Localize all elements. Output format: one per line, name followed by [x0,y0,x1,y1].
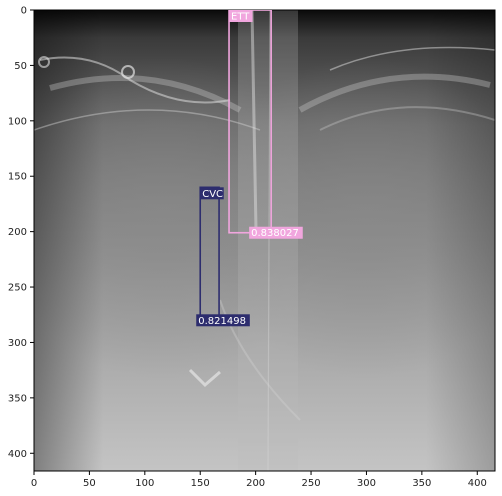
x-tick-label: 200 [246,478,265,489]
x-axis: 0 50 100 150 200 250 300 350 400 [31,471,487,489]
detection-label-bg [229,10,253,22]
x-tick-label: 400 [468,478,487,489]
x-tick-label: 100 [135,478,154,489]
y-tick-label: 50 [14,61,27,72]
x-tick-label: 300 [357,478,376,489]
detection-label-bg [200,187,224,200]
x-tick-label: 250 [301,478,320,489]
detection-score-bg [196,314,250,327]
x-tick-label: 50 [83,478,96,489]
detection-labels: ETT 0.838027 CVC 0.821498 [196,10,303,327]
y-tick-label: 400 [8,449,27,460]
y-tick-label: 250 [8,283,27,294]
detection-label-ett: ETT [231,12,250,23]
x-tick-label: 350 [412,478,431,489]
y-tick-label: 200 [8,227,27,238]
detection-score-ett: 0.838027 [251,228,299,239]
detection-label-cvc: CVC [202,189,223,200]
xray-image [34,10,495,471]
detection-score-cvc: 0.821498 [198,316,246,327]
y-tick-label: 350 [8,393,27,404]
y-tick-label: 300 [8,338,27,349]
y-axis: 0 50 100 150 200 250 300 350 400 [8,6,34,460]
x-tick-label: 0 [31,478,37,489]
y-tick-label: 0 [21,6,27,17]
y-tick-label: 100 [8,116,27,127]
detection-score-bg [249,226,303,239]
y-tick-label: 150 [8,172,27,183]
x-tick-label: 150 [191,478,210,489]
